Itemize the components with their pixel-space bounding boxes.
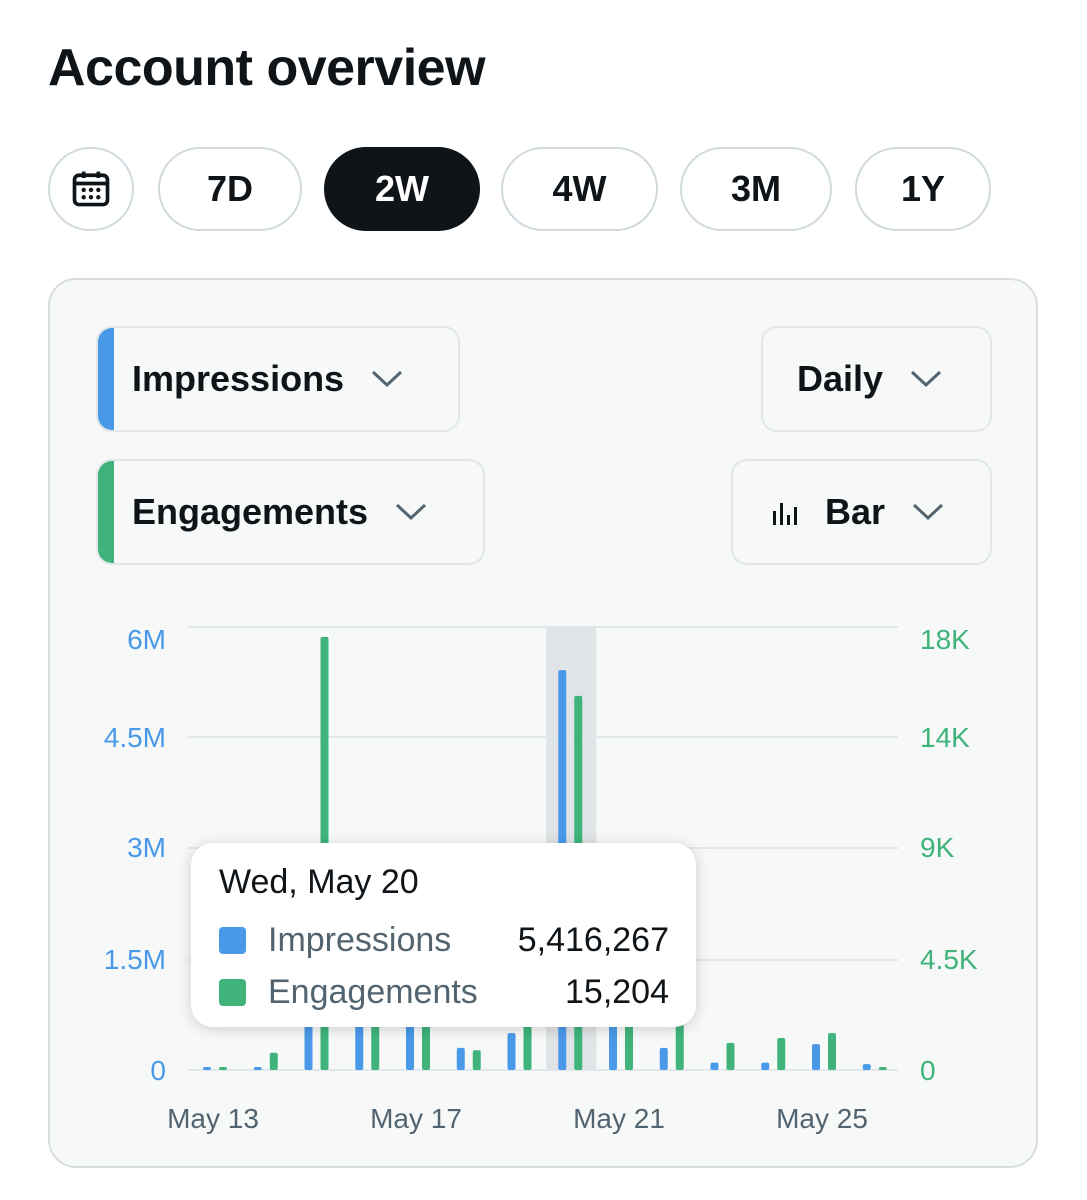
bar-chart-icon	[771, 497, 803, 527]
y-right-tick-label: 0	[920, 1055, 936, 1086]
calendar-button[interactable]	[48, 147, 134, 231]
metric1-dropdown[interactable]: Impressions	[96, 326, 460, 432]
y-right-tick-label: 4.5K	[920, 944, 978, 975]
y-left-tick-label: 3M	[127, 832, 166, 863]
range-1y-button[interactable]: 1Y	[855, 147, 991, 231]
x-tick-label: May 13	[167, 1103, 259, 1134]
x-tick-label: May 25	[776, 1103, 868, 1134]
impressions-swatch	[219, 926, 246, 954]
x-tick-label: May 17	[370, 1103, 462, 1134]
y-left-tick-label: 4.5M	[103, 722, 166, 753]
engagements-swatch	[219, 978, 246, 1006]
metric2-label: Engagements	[132, 491, 369, 532]
chevron-down-icon	[370, 369, 404, 389]
tooltip-date: Wed, May 20	[219, 863, 419, 901]
x-tick-label: May 21	[573, 1103, 665, 1134]
metric2-dropdown[interactable]: Engagements	[96, 459, 485, 565]
tooltip-row-engagements: Engagements 15,204	[219, 972, 669, 1012]
chart-type-dropdown[interactable]: Bar	[731, 459, 992, 565]
range-3m-button[interactable]: 3M	[680, 147, 832, 231]
interval-dropdown[interactable]: Daily	[761, 326, 992, 432]
y-left-tick-label: 0	[150, 1055, 166, 1086]
chevron-down-icon	[911, 502, 945, 522]
y-right-tick-label: 18K	[920, 624, 970, 655]
chevron-down-icon	[394, 502, 428, 522]
calendar-icon	[72, 171, 110, 207]
tooltip-metric-name: Impressions	[268, 920, 452, 959]
y-left-tick-label: 1.5M	[103, 944, 166, 975]
chart-type-label: Bar	[825, 491, 886, 532]
tooltip-metric-value: 15,204	[565, 972, 669, 1011]
tooltip-metric-value: 5,416,267	[517, 920, 669, 959]
tooltip-row-impressions: Impressions 5,416,267	[219, 920, 669, 960]
metric2-color-stripe	[98, 461, 114, 563]
range-7d-button[interactable]: 7D	[158, 147, 302, 231]
range-4w-button[interactable]: 4W	[501, 147, 658, 231]
metric1-color-stripe	[98, 328, 114, 430]
chart-tooltip: Wed, May 20 Impressions 5,416,267 Engage…	[191, 843, 696, 1027]
y-right-tick-label: 9K	[920, 832, 955, 863]
chevron-down-icon	[909, 369, 943, 389]
page-title: Account overview	[48, 39, 486, 97]
interval-label: Daily	[797, 358, 884, 399]
tooltip-metric-name: Engagements	[268, 972, 478, 1011]
y-left-tick-label: 6M	[127, 624, 166, 655]
y-right-tick-label: 14K	[920, 722, 970, 753]
metric1-label: Impressions	[132, 358, 345, 399]
range-2w-button[interactable]: 2W	[324, 147, 480, 231]
